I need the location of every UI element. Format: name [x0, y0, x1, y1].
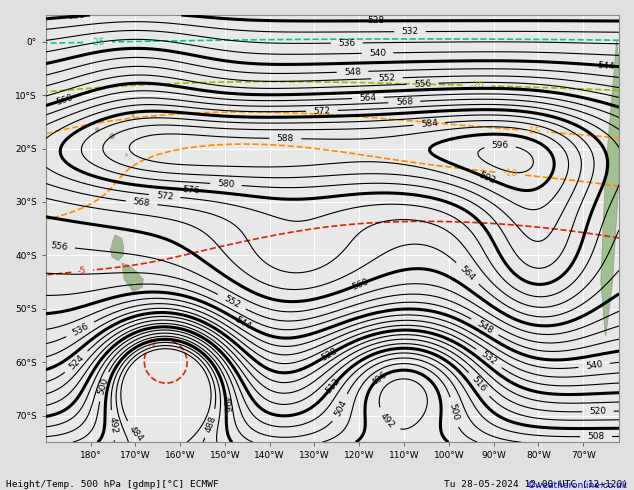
Text: 536: 536 [70, 321, 90, 338]
Text: 484: 484 [127, 424, 145, 443]
Text: 540: 540 [369, 49, 386, 58]
Text: 576: 576 [183, 185, 200, 195]
Text: 588: 588 [276, 134, 294, 143]
Circle shape [125, 153, 127, 156]
Text: 568: 568 [396, 97, 413, 107]
Text: 548: 548 [344, 67, 361, 76]
Text: 488: 488 [204, 414, 217, 433]
Text: 572: 572 [156, 191, 174, 201]
Text: ©weatheronline.co.uk: ©weatheronline.co.uk [527, 481, 628, 490]
Text: 528: 528 [367, 16, 384, 25]
Text: 524: 524 [67, 353, 86, 371]
Text: -25: -25 [90, 38, 105, 47]
Text: 512: 512 [325, 376, 342, 395]
Text: Tu 28-05-2024 12:00 UTC (12+120): Tu 28-05-2024 12:00 UTC (12+120) [444, 480, 628, 489]
Text: 584: 584 [420, 119, 438, 129]
Text: 532: 532 [401, 27, 418, 36]
Text: 496: 496 [221, 396, 231, 414]
Circle shape [110, 133, 115, 140]
Text: 568: 568 [133, 197, 151, 208]
Text: 552: 552 [378, 74, 396, 83]
Text: -15: -15 [525, 126, 540, 136]
Text: -5: -5 [77, 266, 87, 276]
Text: 504: 504 [333, 398, 349, 417]
Text: 560: 560 [55, 93, 75, 106]
Text: 592: 592 [478, 171, 497, 186]
Text: 564: 564 [458, 264, 477, 283]
Text: 544: 544 [234, 315, 253, 331]
Text: 556: 556 [50, 241, 68, 252]
Text: 556: 556 [414, 79, 431, 89]
Text: 528: 528 [67, 11, 86, 22]
Polygon shape [110, 235, 124, 261]
Text: 516: 516 [470, 375, 488, 394]
Text: 596: 596 [491, 141, 509, 150]
Text: -20: -20 [470, 81, 484, 90]
Text: 540: 540 [585, 360, 603, 371]
Text: 572: 572 [313, 106, 330, 116]
Text: 528: 528 [320, 346, 339, 363]
Text: 580: 580 [217, 179, 235, 190]
Text: 532: 532 [479, 350, 498, 368]
Text: 536: 536 [338, 38, 356, 48]
Text: Height/Temp. 500 hPa [gdmp][°C] ECMWF: Height/Temp. 500 hPa [gdmp][°C] ECMWF [6, 480, 219, 489]
Text: 552: 552 [222, 294, 242, 310]
Text: 492: 492 [108, 416, 119, 434]
Text: 560: 560 [351, 277, 370, 292]
Text: 492: 492 [378, 412, 396, 430]
Text: 544: 544 [597, 61, 614, 71]
Text: 564: 564 [359, 93, 377, 103]
Text: 508: 508 [587, 432, 605, 441]
Polygon shape [604, 106, 614, 282]
Polygon shape [122, 263, 143, 292]
Polygon shape [601, 42, 619, 336]
Text: 520: 520 [589, 407, 607, 416]
Circle shape [95, 127, 100, 132]
Text: 500: 500 [448, 403, 460, 421]
Text: 548: 548 [475, 318, 495, 335]
Text: -10: -10 [502, 169, 517, 179]
Circle shape [131, 113, 135, 118]
Text: 496: 496 [370, 369, 389, 387]
Text: -5: -5 [147, 337, 159, 350]
Text: 500: 500 [96, 377, 110, 396]
